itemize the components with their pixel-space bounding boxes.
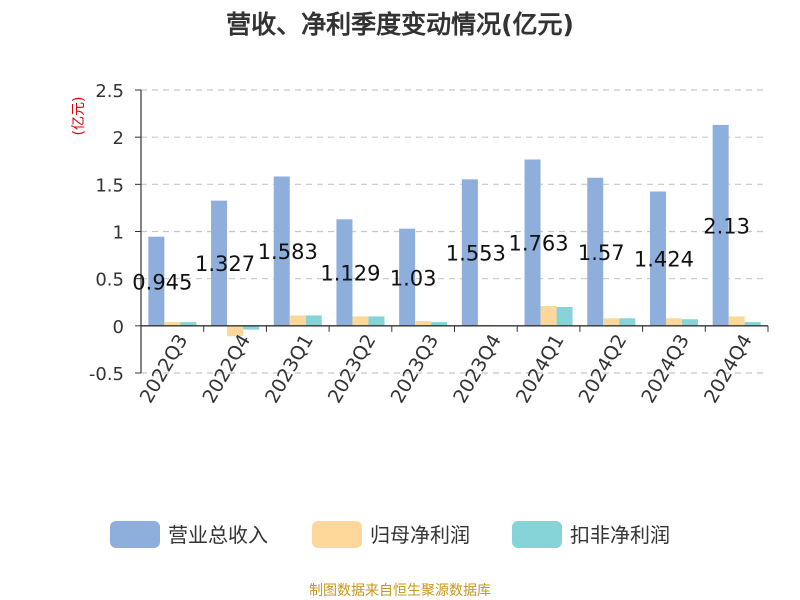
data-label: 1.763	[508, 232, 568, 256]
legend-label: 扣非净利润	[570, 523, 670, 547]
x-tick-label: 2024Q3	[637, 331, 694, 407]
y-tick-label: 1.5	[95, 175, 124, 196]
data-label: 1.129	[320, 262, 380, 286]
legend: 营业总收入 归母净利润 扣非净利润	[110, 521, 670, 548]
x-tick-label: 2023Q1	[261, 331, 318, 407]
axes	[135, 89, 769, 374]
bar-deducted-profit	[305, 315, 322, 326]
legend-label: 归母净利润	[370, 523, 470, 547]
bar-deducted-profit	[619, 318, 636, 326]
bar-deducted-profit	[180, 322, 197, 326]
x-tick-label: 2023Q4	[449, 331, 506, 407]
bars	[148, 124, 761, 337]
x-tick-label: 2022Q3	[136, 331, 193, 407]
bar-revenue	[148, 236, 165, 326]
y-tick-label: 2	[113, 128, 124, 149]
gridlines	[141, 89, 768, 374]
y-tick-label: 1	[113, 223, 124, 244]
data-label: 1.03	[390, 266, 437, 290]
bar-revenue	[524, 159, 541, 326]
source-note: 制图数据来自恒生聚源数据库	[309, 583, 491, 599]
bar-net-profit	[728, 316, 745, 326]
bar-deducted-profit	[243, 325, 260, 330]
bar-revenue	[399, 228, 416, 326]
x-tick-label: 2023Q2	[324, 331, 381, 407]
x-tick-label: 2024Q4	[700, 331, 757, 407]
bar-net-profit	[603, 318, 620, 326]
bar-net-profit	[227, 325, 244, 337]
bar-deducted-profit	[431, 322, 448, 326]
bar-net-profit	[164, 322, 181, 326]
y-tick-label: 2.5	[95, 81, 124, 102]
data-label: 0.945	[132, 270, 192, 294]
data-label: 1.553	[446, 242, 506, 266]
bar-revenue	[587, 177, 604, 326]
bar-revenue	[273, 176, 290, 326]
x-tick-label: 2024Q2	[575, 331, 632, 407]
data-label: 1.327	[195, 252, 255, 276]
bar-revenue	[211, 200, 228, 326]
legend-swatch	[312, 521, 362, 548]
x-tick-labels: 2022Q3 2022Q4 2023Q1 2023Q2 2023Q3 2023Q4 2024…	[136, 331, 757, 407]
x-tick-label: 2024Q1	[512, 331, 569, 407]
bar-net-profit	[352, 316, 369, 326]
x-tick-label: 2022Q4	[198, 331, 255, 407]
bar-revenue	[336, 219, 353, 326]
bar-revenue	[649, 191, 666, 326]
legend-swatch	[512, 521, 562, 548]
bar-net-profit	[289, 315, 306, 326]
bar-revenue	[461, 179, 478, 326]
bar-revenue	[712, 124, 729, 326]
bar-net-profit	[415, 321, 432, 326]
data-label: 1.424	[634, 248, 694, 272]
legend-swatch	[110, 521, 160, 548]
chart-title: 营收、净利季度变动情况(亿元)	[226, 10, 574, 39]
bar-net-profit	[540, 306, 557, 326]
data-label: 1.57	[578, 241, 625, 265]
y-axis-unit-label: (亿元)	[71, 97, 87, 136]
data-label: 1.583	[258, 240, 318, 264]
bar-deducted-profit	[368, 316, 385, 326]
y-tick-labels: -0.5 0 0.5 1 1.5 2 2.5	[89, 81, 124, 385]
bar-deducted-profit	[556, 306, 573, 326]
x-tick-label: 2023Q3	[386, 331, 443, 407]
data-label: 2.13	[703, 214, 750, 238]
bar-deducted-profit	[681, 319, 698, 326]
y-tick-label: 0.5	[95, 270, 124, 291]
legend-label: 营业总收入	[168, 523, 268, 547]
y-tick-label: 0	[113, 317, 124, 338]
bar-deducted-profit	[744, 322, 761, 326]
bar-net-profit	[665, 318, 682, 326]
y-tick-label: -0.5	[89, 364, 124, 385]
